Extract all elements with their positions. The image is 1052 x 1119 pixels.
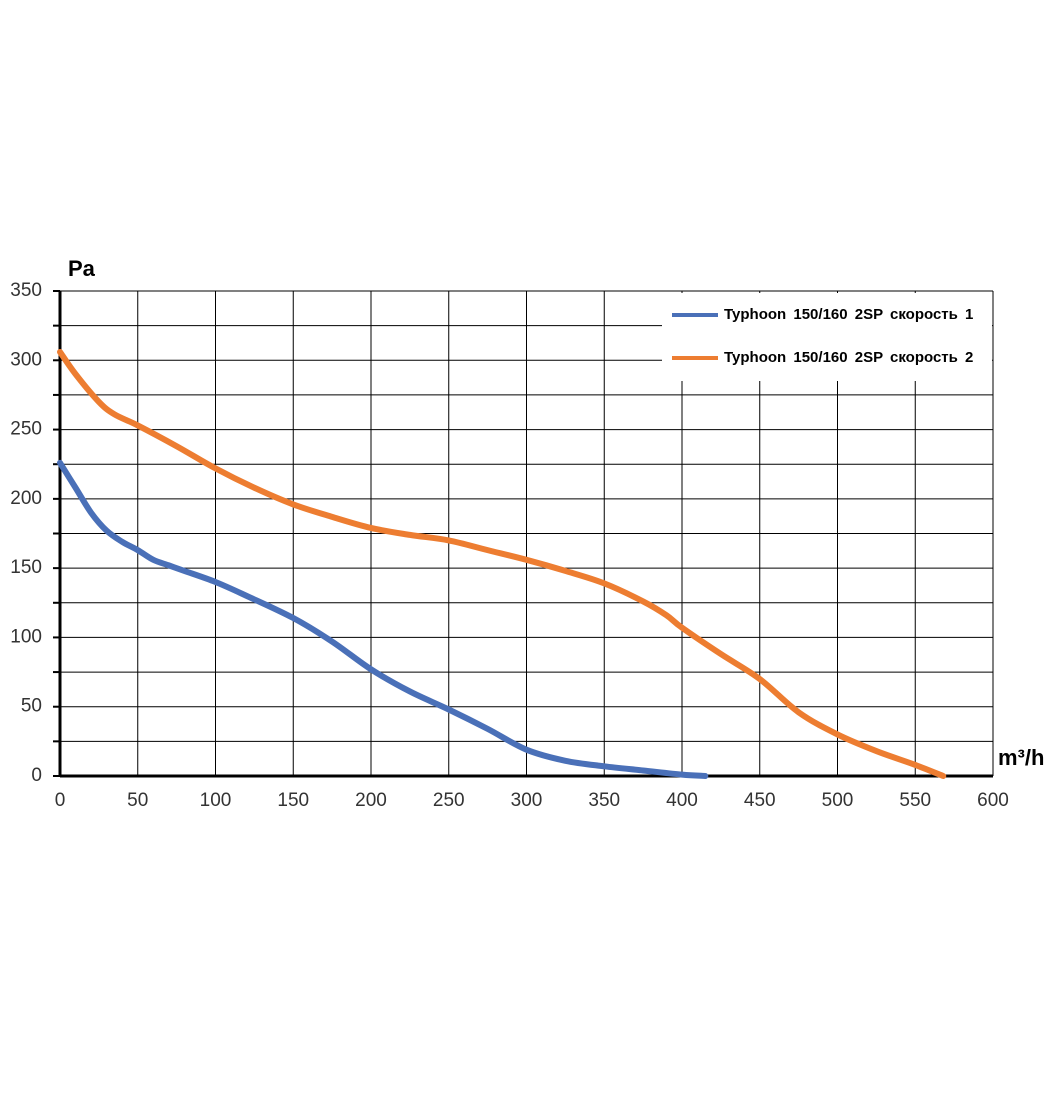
x-tick-label: 250 — [433, 790, 465, 811]
legend-label: Typhoon 150/160 2SP скорость 1 — [724, 306, 973, 323]
x-tick-label: 0 — [55, 790, 66, 811]
series-line — [57, 459, 709, 779]
y-tick-label: 0 — [31, 765, 42, 786]
y-tick-label: 150 — [10, 557, 42, 578]
y-tick-label: 200 — [10, 488, 42, 509]
x-tick-label: 50 — [127, 790, 148, 811]
y-tick-label: 300 — [10, 349, 42, 370]
x-tick-label: 100 — [200, 790, 232, 811]
series-line — [57, 348, 947, 779]
legend-label: Typhoon 150/160 2SP скорость 2 — [724, 349, 973, 366]
x-tick-label: 450 — [744, 790, 776, 811]
y-tick-label: 100 — [10, 626, 42, 647]
x-tick-label: 200 — [355, 790, 387, 811]
x-tick-label: 600 — [977, 790, 1009, 811]
x-tick-label: 500 — [822, 790, 854, 811]
y-tick-label: 350 — [10, 280, 42, 301]
y-tick-label: 250 — [10, 419, 42, 440]
x-tick-label: 300 — [511, 790, 543, 811]
x-tick-label: 350 — [588, 790, 620, 811]
y-tick-label: 50 — [21, 696, 42, 717]
x-tick-label: 550 — [899, 790, 931, 811]
x-tick-label: 150 — [277, 790, 309, 811]
x-axis-label: m³/h — [998, 745, 1044, 770]
x-tick-label: 400 — [666, 790, 698, 811]
y-axis-label: Pa — [68, 256, 96, 281]
legend-box — [662, 293, 992, 381]
